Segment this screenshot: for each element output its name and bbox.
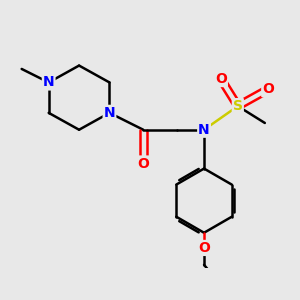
- Text: N: N: [198, 123, 210, 137]
- Text: S: S: [233, 99, 243, 113]
- Text: N: N: [43, 75, 55, 89]
- Text: O: O: [198, 241, 210, 255]
- Text: O: O: [215, 72, 227, 86]
- Text: N: N: [104, 106, 115, 120]
- Text: O: O: [137, 157, 149, 170]
- Text: O: O: [262, 82, 274, 96]
